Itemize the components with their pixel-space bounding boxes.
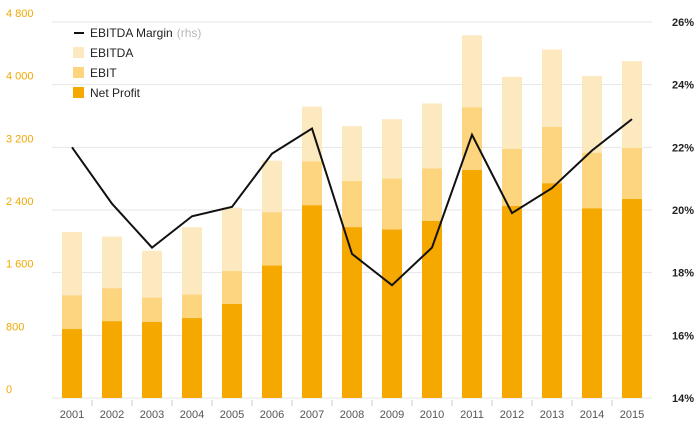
legend-item-ebitda-margin: EBITDA Margin (rhs): [74, 26, 201, 40]
bar-net-profit: [542, 183, 562, 398]
y-right-tick-label: 18%: [672, 268, 694, 280]
y-right-tick-label: 24%: [672, 80, 694, 92]
y-left-tick-label: 2 400: [6, 196, 34, 208]
bar-net-profit: [182, 318, 202, 398]
x-tick-label: 2003: [140, 409, 164, 421]
y-left-tick-label: 1 600: [6, 259, 34, 271]
legend-label: EBITDA: [90, 46, 133, 60]
bar-net-profit: [62, 329, 82, 398]
bar-net-profit: [502, 206, 522, 398]
y-right-tick-label: 26%: [672, 17, 694, 29]
y-left-tick-label: 4 000: [6, 71, 34, 83]
bar-net-profit: [102, 321, 122, 398]
bar-net-profit: [222, 304, 242, 398]
x-tick-label: 2006: [260, 409, 284, 421]
x-tick-label: 2004: [180, 409, 204, 421]
bar-net-profit: [302, 205, 322, 398]
legend-label-note: (rhs): [177, 26, 202, 40]
x-tick-label: 2001: [60, 409, 84, 421]
x-tick-label: 2008: [340, 409, 364, 421]
x-tick-label: 2014: [580, 409, 604, 421]
x-tick-label: 2015: [620, 409, 644, 421]
y-left-tick-label: 800: [6, 321, 24, 333]
x-tick-label: 2007: [300, 409, 324, 421]
x-tick-label: 2011: [460, 409, 484, 421]
bar-net-profit: [262, 265, 282, 398]
bar-net-profit: [462, 170, 482, 398]
x-tick-label: 2013: [540, 409, 564, 421]
y-right-tick-label: 20%: [672, 205, 694, 217]
bar-net-profit: [142, 322, 162, 398]
bar-net-profit: [622, 199, 642, 398]
bar-net-profit: [582, 208, 602, 398]
legend-label: Net Profit: [90, 86, 141, 100]
x-tick-label: 2010: [420, 409, 444, 421]
margin-line: [71, 118, 633, 287]
legend: EBITDA Margin (rhs) EBITDA EBIT Net Profit: [73, 26, 201, 100]
y-right-tick-label: 22%: [672, 142, 694, 154]
legend-item-ebit: EBIT: [73, 66, 117, 80]
x-tick-label: 2009: [380, 409, 404, 421]
y-right-tick-label: 14%: [672, 393, 694, 405]
bar-net-profit: [382, 229, 402, 398]
y-right-tick-label: 16%: [672, 330, 694, 342]
bar-net-profit: [342, 227, 362, 398]
x-tick-label: 2002: [100, 409, 124, 421]
legend-swatch: [73, 67, 84, 78]
bar-net-profit: [422, 220, 442, 398]
legend-item-ebitda: EBITDA: [73, 46, 133, 60]
y-left-tick-label: 3 200: [6, 133, 34, 145]
legend-swatch: [73, 87, 84, 98]
axis-ticks: 0 14% 800 16% 1 600 18% 2 400 20% 3 200 22% 4 000 2…: [6, 8, 694, 421]
y-left-tick-label: 0: [6, 384, 12, 396]
y-left-tick-label: 4 800: [6, 8, 34, 20]
legend-label: EBITDA Margin: [90, 26, 173, 40]
bars: [62, 35, 642, 399]
legend-item-net-profit: Net Profit: [73, 86, 141, 100]
x-tick-label: 2012: [500, 409, 524, 421]
legend-label: EBIT: [90, 66, 117, 80]
legend-swatch: [73, 47, 84, 58]
x-tick-label: 2005: [220, 409, 244, 421]
